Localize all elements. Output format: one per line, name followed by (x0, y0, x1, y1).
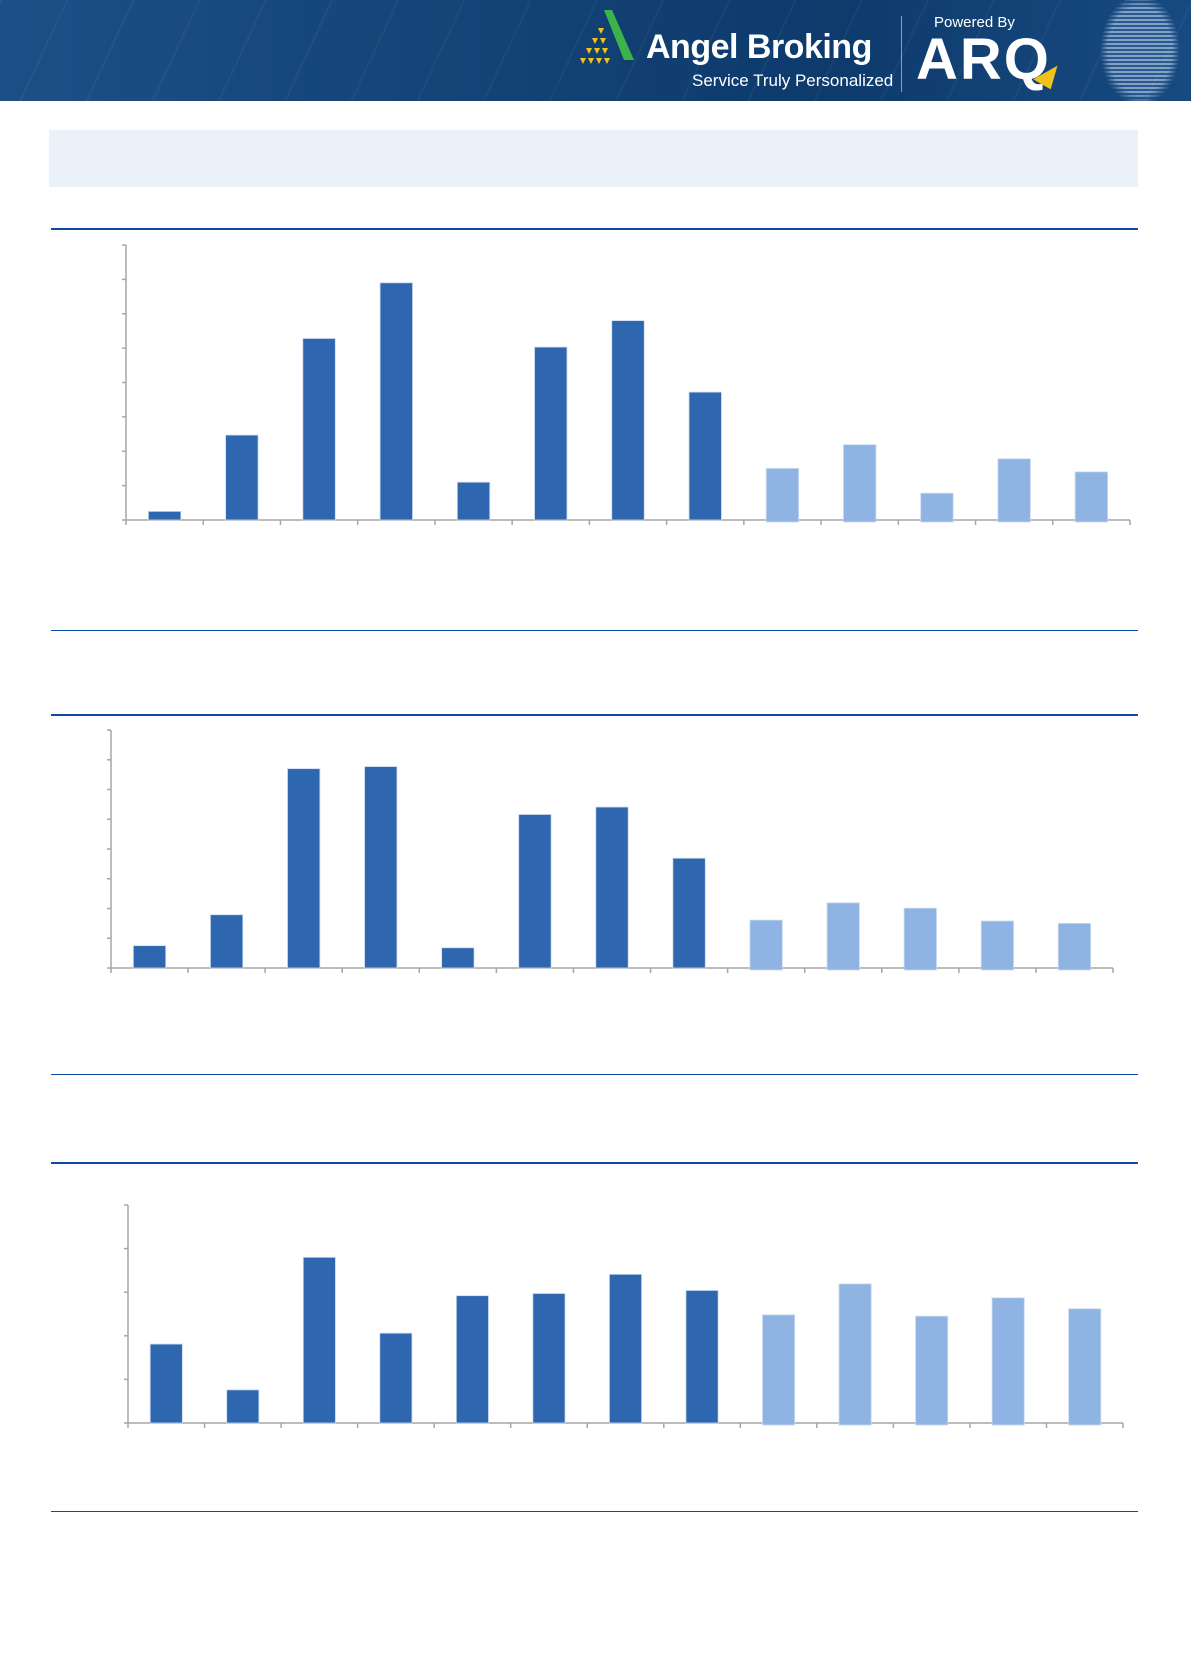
bar-estimate (762, 1314, 796, 1426)
bar (595, 806, 629, 969)
chart-1-top-rule (51, 228, 1138, 230)
arq-logo: ARQ (916, 27, 1051, 92)
bar (225, 434, 259, 521)
bar (132, 945, 167, 969)
bar (210, 914, 244, 969)
bar-estimate (826, 902, 860, 971)
bar-estimate (843, 444, 877, 523)
title-box (49, 130, 1138, 187)
bar (672, 857, 706, 969)
bar (302, 338, 336, 521)
bar (379, 282, 413, 521)
bar-estimate (1068, 1308, 1102, 1426)
chart-1-bottom-rule (51, 630, 1138, 631)
brand-tagline: Service Truly Personalized (692, 71, 894, 90)
bar (518, 814, 552, 969)
bar-estimate (1057, 922, 1092, 971)
bar-estimate (838, 1283, 872, 1426)
bar-estimate (915, 1315, 949, 1426)
digital-face-graphic (1085, 0, 1191, 101)
bar-estimate (997, 458, 1031, 523)
chart-2-top-rule (51, 714, 1138, 716)
bar (456, 481, 491, 521)
chart-2-bottom-rule (51, 1074, 1138, 1075)
bar-estimate (980, 920, 1014, 971)
bar (609, 1273, 642, 1424)
bar (364, 766, 398, 969)
bar-estimate (765, 468, 800, 523)
bar (685, 1290, 719, 1424)
bar (532, 1293, 566, 1424)
bar-estimate (920, 492, 954, 523)
bar (611, 320, 645, 521)
bar-estimate (903, 907, 937, 971)
bar (147, 511, 182, 521)
bar (534, 346, 568, 521)
bar (287, 768, 321, 969)
bar-estimate (991, 1297, 1025, 1426)
bar (226, 1389, 260, 1424)
bar (688, 391, 722, 521)
chart-3-top-rule (51, 1162, 1138, 1164)
bar (302, 1256, 336, 1424)
brand-name: Angel Broking (646, 28, 872, 66)
bar-estimate (1074, 471, 1109, 523)
bar-estimate (749, 919, 783, 971)
bar (149, 1343, 183, 1424)
chart-3-bottom-rule (51, 1511, 1138, 1512)
bar (455, 1295, 489, 1424)
angel-broking-logo-icon (580, 10, 634, 64)
bar (441, 947, 475, 969)
bar (379, 1332, 413, 1424)
report-header-banner: Angel Broking Service Truly Personalized… (0, 0, 1191, 101)
header-divider (901, 16, 902, 92)
powered-by-label: Powered By (934, 14, 1015, 31)
